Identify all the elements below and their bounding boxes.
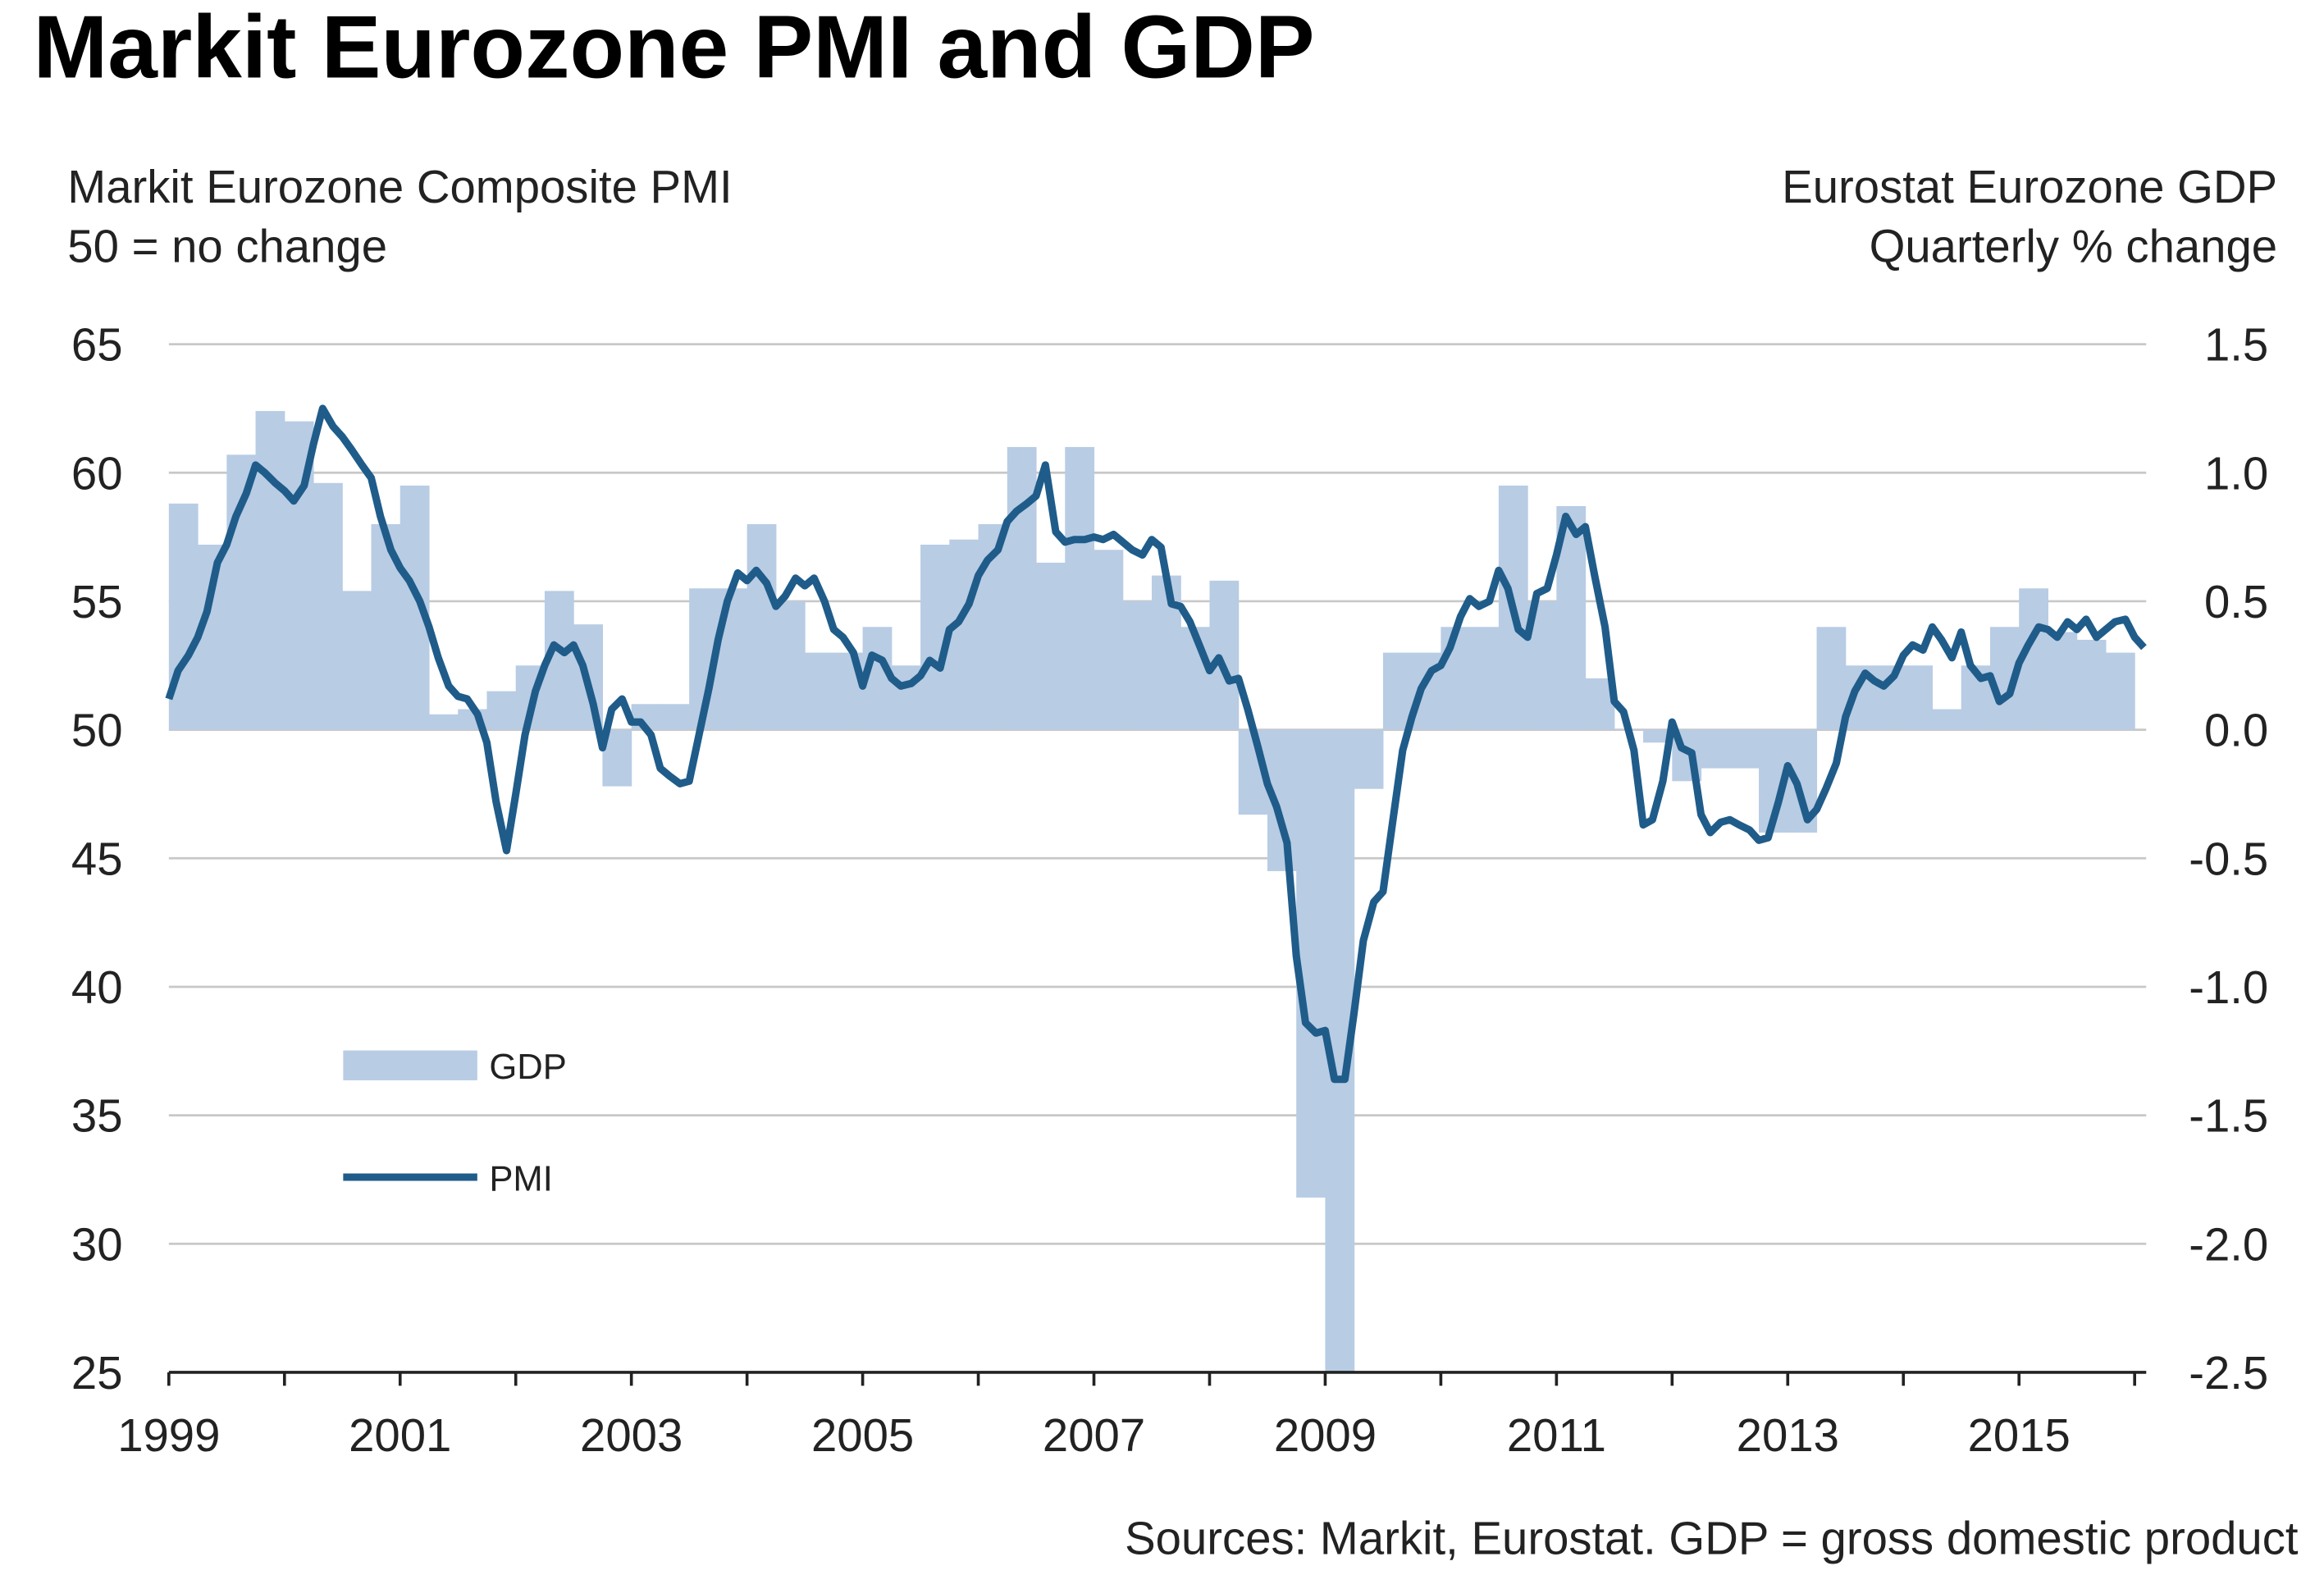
gdp-bar bbox=[1874, 665, 1904, 730]
legend-label: GDP bbox=[489, 1048, 566, 1087]
gdp-bar bbox=[1007, 446, 1037, 730]
x-tick-label: 1999 bbox=[117, 1409, 220, 1461]
gdp-bar bbox=[2048, 632, 2078, 730]
gdp-bar bbox=[1441, 627, 1471, 730]
legend-swatch bbox=[343, 1050, 477, 1080]
x-tick-label: 2011 bbox=[1507, 1409, 1606, 1461]
legend-label: PMI bbox=[489, 1159, 552, 1198]
pmi-line bbox=[165, 404, 2147, 1084]
gdp-bar bbox=[1382, 652, 1413, 730]
legend: GDP PMI bbox=[343, 1048, 567, 1198]
y2-tick-label: -0.5 bbox=[2189, 833, 2268, 884]
gdp-bar bbox=[1036, 562, 1066, 730]
gdp-bar bbox=[313, 482, 343, 730]
y2-axis-label: Eurostat Eurozone GDP bbox=[1782, 161, 2277, 212]
y2-tick-label: -2.0 bbox=[2189, 1218, 2268, 1270]
y2-tick-label: 0.0 bbox=[2204, 705, 2268, 756]
gdp-bar bbox=[1354, 729, 1384, 789]
gdp-bar bbox=[1122, 600, 1153, 730]
gdp-bar bbox=[1729, 729, 1760, 769]
gdp-bar bbox=[428, 714, 459, 730]
gdp-bar bbox=[1469, 627, 1500, 730]
gdp-bar bbox=[1296, 729, 1326, 1198]
gdp-bar bbox=[805, 652, 834, 730]
y2-tick-label: 1.0 bbox=[2204, 447, 2268, 499]
x-tick-label: 2015 bbox=[1968, 1409, 2071, 1461]
y2-tick-label: -1.5 bbox=[2189, 1090, 2268, 1142]
gdp-bar bbox=[1209, 580, 1240, 730]
gdp-bar bbox=[1643, 729, 1673, 743]
pmi-line-group bbox=[165, 404, 2147, 1084]
chart-title: Markit Eurozone PMI and GDP bbox=[34, 0, 1315, 97]
y-tick-label: 60 bbox=[71, 447, 123, 499]
axes: 25 30 35 40 45 50 55 60 65 -2.5 -2.0 -1.5 -1.0 -0.5 0.… bbox=[71, 319, 2268, 1462]
gdp-bar bbox=[1094, 550, 1124, 730]
gdp-bar bbox=[775, 600, 806, 730]
gdp-bar bbox=[2105, 652, 2135, 730]
y-tick-label: 55 bbox=[71, 576, 123, 628]
gdp-bar bbox=[342, 591, 372, 730]
gdp-bar bbox=[660, 704, 690, 730]
y2-axis-label: Quarterly % change bbox=[1870, 221, 2278, 272]
y2-tick-label: -2.5 bbox=[2189, 1347, 2268, 1399]
x-tick-label: 2005 bbox=[811, 1409, 914, 1461]
y2-tick-label: -1.0 bbox=[2189, 961, 2268, 1013]
y-tick-label: 65 bbox=[71, 319, 123, 371]
gdp-bar bbox=[255, 411, 285, 730]
y-axis-label: 50 = no change bbox=[67, 221, 387, 272]
y-tick-label: 25 bbox=[71, 1347, 123, 1399]
y2-tick-label: 1.5 bbox=[2204, 319, 2268, 371]
y-tick-label: 30 bbox=[71, 1218, 123, 1270]
x-tick-label: 2003 bbox=[580, 1409, 683, 1461]
gdp-bars bbox=[168, 411, 2135, 1372]
x-tick-label: 2013 bbox=[1737, 1409, 1839, 1461]
gdp-bar bbox=[1816, 627, 1847, 730]
grid bbox=[168, 343, 2147, 1374]
source-note: Sources: Markit, Eurostat. GDP = gross d… bbox=[1125, 1513, 2299, 1564]
y-tick-label: 35 bbox=[71, 1090, 123, 1142]
gdp-bar bbox=[747, 523, 777, 730]
y-tick-label: 40 bbox=[71, 961, 123, 1013]
gdp-bar bbox=[1701, 729, 1731, 769]
gdp-bar bbox=[1903, 665, 1934, 730]
gdp-bar bbox=[949, 539, 979, 730]
gdp-bar bbox=[2076, 639, 2107, 730]
y-tick-label: 45 bbox=[71, 833, 123, 884]
x-tick-label: 2001 bbox=[349, 1409, 451, 1461]
y2-tick-label: 0.5 bbox=[2204, 576, 2268, 628]
y-axis-label: Markit Eurozone Composite PMI bbox=[67, 161, 732, 212]
gdp-bar bbox=[486, 691, 517, 730]
gdp-bar bbox=[1932, 709, 1962, 730]
gdp-bar bbox=[1152, 575, 1181, 730]
gdp-bar bbox=[1065, 446, 1095, 730]
y-tick-label: 50 bbox=[71, 705, 123, 756]
x-tick-label: 2007 bbox=[1043, 1409, 1145, 1461]
x-tick-label: 2009 bbox=[1274, 1409, 1377, 1461]
